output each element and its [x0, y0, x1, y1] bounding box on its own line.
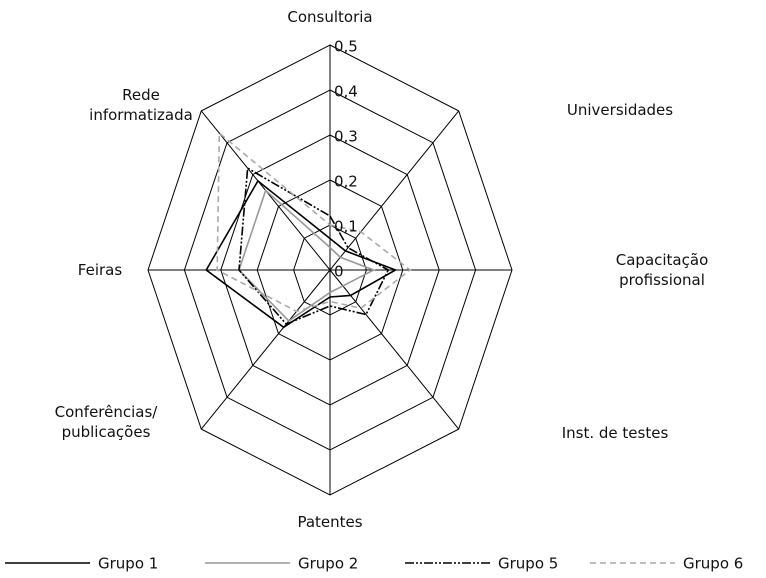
category-label: Inst. de testes	[561, 424, 669, 442]
r-tick-label: 0	[334, 263, 344, 281]
series-line	[238, 189, 376, 322]
r-tick-label: 0,1	[334, 218, 358, 236]
category-label: Conferências/ publicações	[54, 403, 158, 441]
legend-label: Grupo 2	[298, 555, 358, 573]
category-label: Consultoria	[287, 8, 373, 26]
series-line	[216, 131, 412, 313]
category-label: Rede informatizada	[89, 86, 193, 124]
legend-label: Grupo 1	[98, 555, 158, 573]
r-tick-label: 0,3	[334, 128, 358, 146]
axis-spoke	[200, 269, 331, 430]
category-label: Capacitação profissional	[615, 251, 709, 289]
r-tick-label: 0,4	[334, 83, 358, 101]
axis-spoke	[329, 269, 460, 430]
series-line	[205, 179, 398, 329]
category-label: Universidades	[566, 101, 674, 119]
r-tick-label: 0,2	[334, 173, 358, 191]
axis-spoke	[329, 110, 460, 271]
category-label: Feiras	[77, 261, 123, 279]
category-label: Patentes	[297, 513, 363, 531]
legend-label: Grupo 5	[498, 555, 558, 573]
series-line	[238, 166, 390, 326]
legend-label: Grupo 6	[683, 555, 743, 573]
r-tick-label: 0,5	[334, 38, 358, 56]
